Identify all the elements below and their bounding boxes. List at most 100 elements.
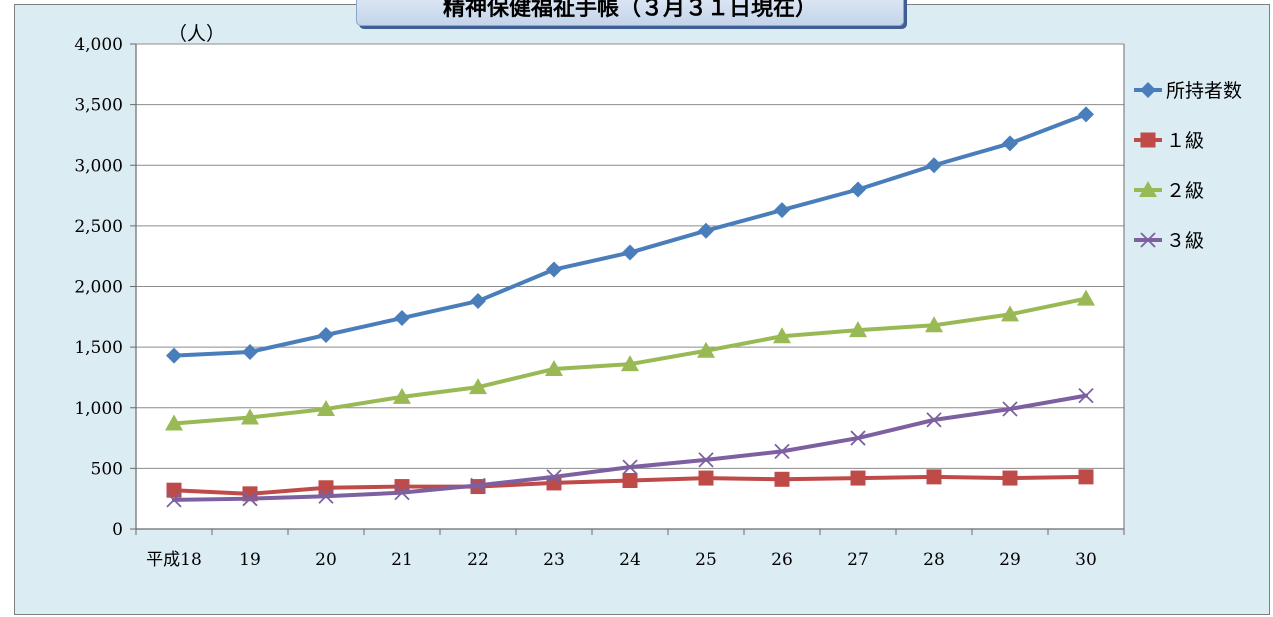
data-point-diamond (242, 343, 258, 360)
data-point-triangle (621, 355, 639, 372)
data-point-triangle (1001, 305, 1019, 322)
x-tick-label: 25 (695, 550, 717, 570)
legend-item: ３級 (1134, 230, 1204, 252)
x-tick-label: 21 (391, 550, 413, 570)
x-tick-label: 29 (999, 550, 1021, 570)
series-2 (166, 469, 1094, 502)
data-point-square (1078, 469, 1094, 485)
data-point-cross (318, 488, 334, 504)
legend-label: ３級 (1166, 230, 1204, 252)
data-point-cross (1140, 232, 1156, 248)
data-point-square (698, 470, 714, 486)
cross-stroke (622, 459, 638, 475)
data-point-cross (470, 477, 486, 493)
data-point-triangle (165, 414, 183, 431)
data-point-cross (1078, 387, 1094, 404)
legend-label: ２級 (1166, 180, 1204, 202)
data-point-triangle (545, 359, 563, 376)
cross-stroke (1140, 232, 1156, 248)
x-tick-label: 22 (467, 550, 489, 570)
data-point-triangle (1077, 289, 1095, 306)
data-point-square (926, 469, 942, 485)
data-point-square (1002, 470, 1018, 486)
x-tick-label: 28 (923, 550, 945, 570)
data-point-cross (850, 430, 866, 446)
data-point-square (166, 482, 182, 498)
legend: 所持者数 １級 ２級 ３級 (1134, 80, 1242, 252)
data-point-cross (242, 491, 258, 507)
data-point-diamond (394, 310, 410, 327)
data-point-diamond (926, 157, 942, 174)
data-point-diamond (698, 222, 714, 239)
y-tick-label: 3,000 (74, 156, 123, 176)
data-point-cross (546, 469, 562, 485)
cross-stroke (242, 491, 258, 507)
legend-label: 所持者数 (1166, 80, 1242, 102)
cross-stroke (1002, 401, 1018, 417)
data-point-square (850, 470, 866, 486)
cross-stroke (926, 412, 942, 428)
data-point-diamond (318, 327, 334, 343)
y-tick-label: 3,500 (74, 96, 123, 116)
data-point-diamond (1140, 82, 1156, 98)
data-point-diamond (470, 293, 486, 310)
cross-stroke (166, 492, 182, 508)
data-point-square (1140, 132, 1156, 148)
data-point-diamond (1078, 106, 1094, 123)
y-tick-label: 4,000 (74, 35, 123, 55)
x-tick-label: 平成18 (146, 550, 202, 570)
y-tick-label: 2,000 (74, 278, 123, 298)
cross-stroke (546, 469, 562, 485)
data-point-triangle (393, 387, 411, 404)
data-point-triangle (469, 378, 487, 395)
cross-stroke (774, 443, 790, 460)
data-point-diamond (774, 202, 790, 219)
chart-title: 精神保健福祉手帳（３月３１日現在） (356, 0, 904, 26)
data-point-diamond (1002, 135, 1018, 152)
data-point-triangle (925, 316, 943, 333)
data-point-triangle (773, 327, 791, 344)
series-3 (165, 289, 1095, 431)
data-point-square (622, 473, 638, 488)
legend-label: １級 (1166, 130, 1204, 152)
series-1 (166, 106, 1094, 364)
data-point-triangle (317, 399, 335, 416)
data-point-cross (926, 412, 942, 428)
x-tick-label: 19 (239, 550, 261, 570)
y-tick-label: 0 (112, 520, 123, 540)
data-point-diamond (850, 181, 866, 198)
data-point-diamond (546, 261, 562, 278)
cross-stroke (318, 488, 334, 504)
data-point-triangle (697, 341, 715, 358)
y-axis-unit-label: （人） (168, 23, 225, 45)
y-tick-label: 1,000 (74, 399, 123, 419)
legend-item: １級 (1134, 130, 1204, 152)
cross-stroke (1078, 387, 1094, 404)
series-4 (166, 387, 1094, 508)
x-tick-label: 24 (619, 550, 641, 570)
data-point-cross (774, 443, 790, 460)
data-point-cross (394, 484, 410, 501)
data-point-diamond (622, 244, 638, 261)
series-lines (165, 106, 1095, 508)
data-point-diamond (166, 347, 182, 364)
data-point-cross (1002, 401, 1018, 417)
data-point-cross (166, 492, 182, 508)
legend-item: 所持者数 (1134, 80, 1242, 102)
data-point-cross (622, 459, 638, 475)
y-tick-label: 1,500 (74, 338, 123, 358)
data-point-triangle (849, 321, 867, 338)
cross-stroke (470, 477, 486, 493)
cross-stroke (850, 430, 866, 446)
data-point-triangle (241, 408, 259, 425)
cross-stroke (394, 484, 410, 501)
data-point-square (774, 471, 790, 487)
x-tick-label: 30 (1075, 550, 1097, 570)
legend-item: ２級 (1134, 180, 1204, 202)
axes: 4,000 3,500 3,000 2,500 2,000 1,500 1,000 500 0 平… (74, 35, 1125, 570)
y-tick-label: 2,500 (74, 217, 123, 237)
y-tick-label: 500 (91, 459, 123, 479)
cross-stroke (698, 452, 714, 468)
